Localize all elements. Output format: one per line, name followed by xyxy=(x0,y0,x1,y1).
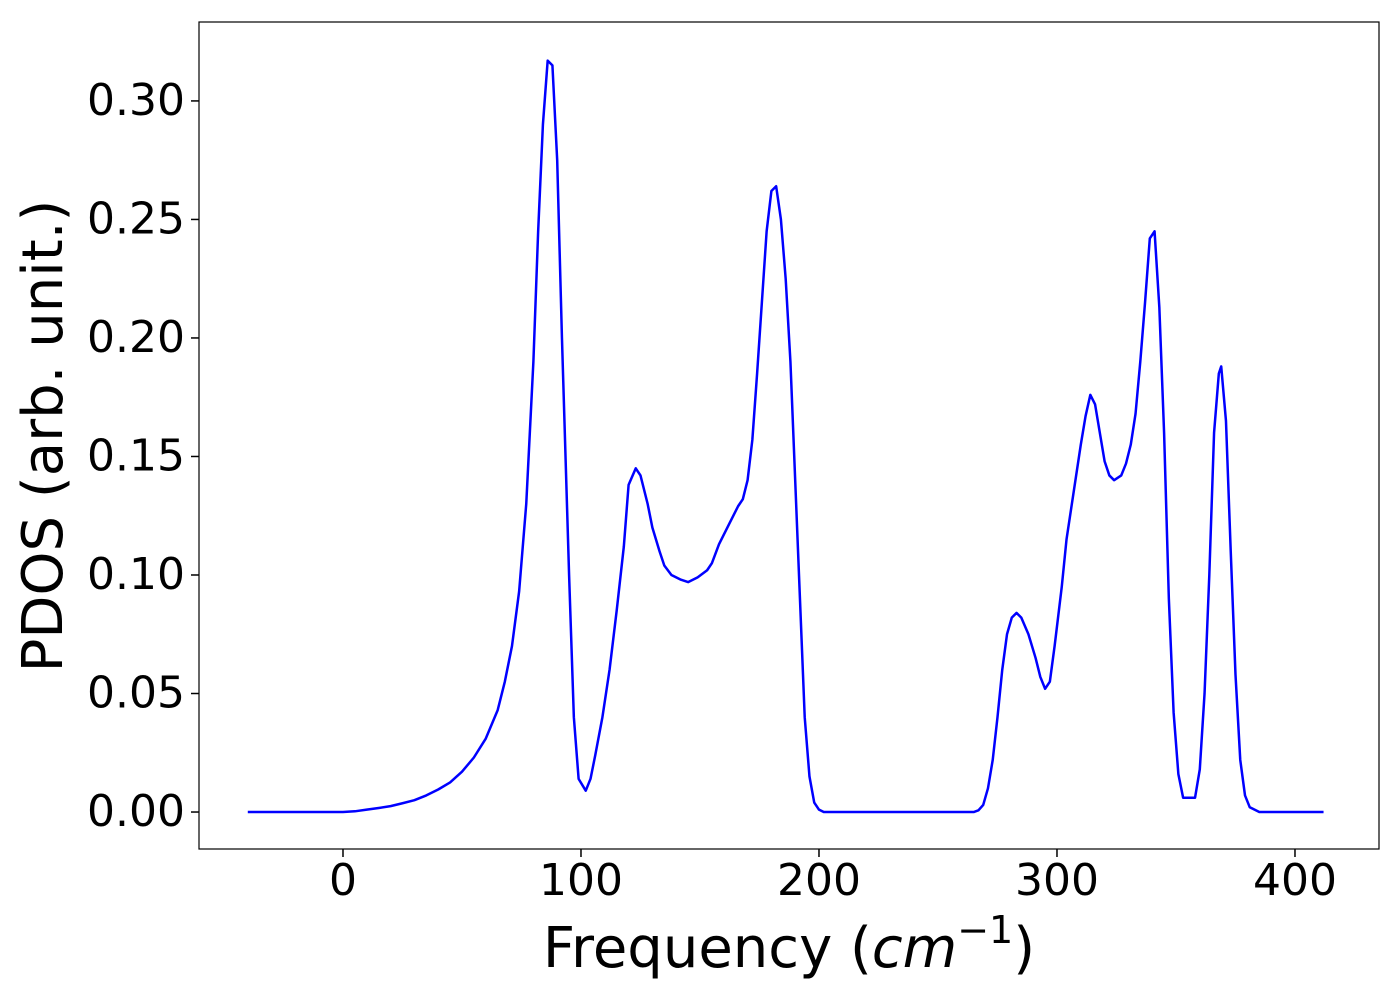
x-tick-label: 0 xyxy=(329,855,357,906)
y-tick-label: 0.10 xyxy=(87,549,185,600)
y-tick-label: 0.25 xyxy=(87,193,185,244)
y-tick-label: 0.15 xyxy=(87,430,185,481)
plot-frame xyxy=(198,21,1380,850)
y-tick-label: 0.20 xyxy=(87,312,185,363)
x-label-part: ) xyxy=(1013,916,1035,981)
x-tick-label: 400 xyxy=(1253,855,1337,906)
y-tick-label: 0.00 xyxy=(87,786,185,837)
y-tick-label: 0.30 xyxy=(87,75,185,126)
x-tick-label: 300 xyxy=(1015,855,1099,906)
x-tick-label: 200 xyxy=(777,855,861,906)
x-label-part: −1 xyxy=(957,908,1013,952)
x-label-part: cm xyxy=(872,916,957,981)
y-tick-label: 0.05 xyxy=(87,668,185,719)
y-axis-label: PDOS (arb. unit.) xyxy=(11,200,76,673)
x-axis-label: Frequency (cm−1) xyxy=(543,908,1035,981)
x-tick-label: 100 xyxy=(539,855,623,906)
x-label-part: Frequency ( xyxy=(543,916,872,981)
line-series xyxy=(247,59,1324,814)
